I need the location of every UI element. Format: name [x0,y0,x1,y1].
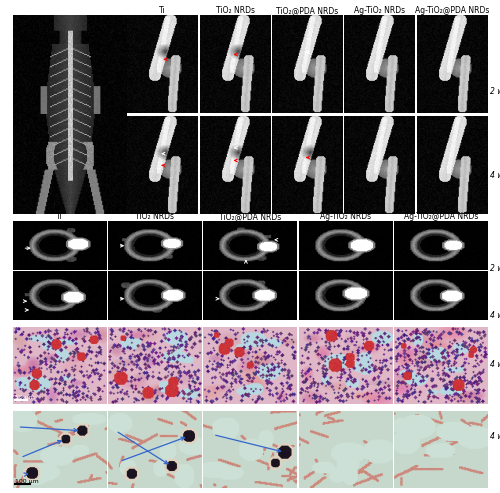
Title: Ag-TiO₂@PDA NRDs: Ag-TiO₂@PDA NRDs [415,6,490,15]
Title: TiO₂@PDA NRDs: TiO₂@PDA NRDs [276,6,338,15]
Text: 4 w: 4 w [490,171,500,179]
Text: 50 μm: 50 μm [15,395,35,400]
Text: D: D [14,412,22,422]
Title: Ti: Ti [160,6,166,15]
Title: TiO₂ NRDs: TiO₂ NRDs [135,212,174,221]
Title: TiO₂ NRDs: TiO₂ NRDs [216,6,254,15]
Title: Ag-TiO₂ NRDs: Ag-TiO₂ NRDs [354,6,406,15]
Text: 2 w: 2 w [490,87,500,96]
Text: 4 w: 4 w [490,311,500,320]
Title: Ti: Ti [56,212,62,221]
Title: Ag-TiO₂@PDA NRDs: Ag-TiO₂@PDA NRDs [404,212,478,221]
Text: 2 w: 2 w [490,264,500,273]
Text: B: B [14,222,22,232]
Text: C: C [14,328,22,338]
Text: A: A [14,17,22,27]
Text: 4 w: 4 w [490,360,500,369]
Text: 4 w: 4 w [490,432,500,441]
Text: 100 μm: 100 μm [15,479,39,484]
Title: TiO₂@PDA NRDs: TiO₂@PDA NRDs [219,212,281,221]
Title: Ag-TiO₂ NRDs: Ag-TiO₂ NRDs [320,212,371,221]
